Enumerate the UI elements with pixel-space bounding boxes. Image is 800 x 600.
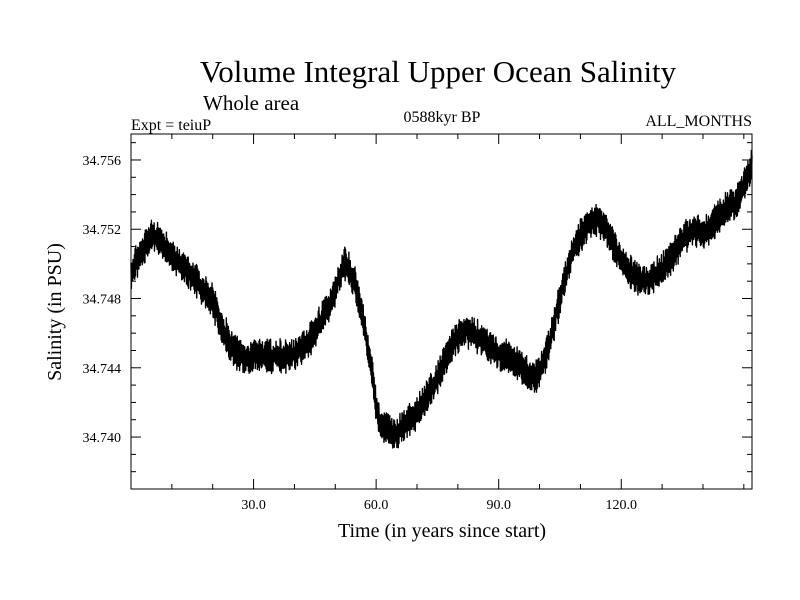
y-axis-label: Salinity (in PSU) (44, 243, 66, 381)
y-tick-label: 34.748 (83, 293, 122, 308)
chart-title: Volume Integral Upper Ocean Salinity (200, 54, 677, 89)
x-tick-label: 30.0 (241, 498, 266, 513)
axis-ticks: 30.0 60.0 90.0 120.0 34.740 34.744 34.748 34.75… (83, 134, 752, 513)
y-tick-label: 34.740 (83, 431, 122, 446)
x-tick-label: 60.0 (364, 498, 389, 513)
x-tick-label: 90.0 (486, 498, 511, 513)
y-tick-label: 34.744 (83, 362, 122, 377)
plot-frame (130, 133, 753, 490)
y-tick-label: 34.756 (83, 154, 122, 169)
series-layer (130, 149, 753, 449)
x-axis-label: Time (in years since start) (338, 520, 546, 542)
salinity-series-line (130, 149, 753, 449)
x-tick-label: 120.0 (606, 498, 638, 513)
period-label: 0588kyr BP (404, 109, 481, 126)
months-label: ALL_MONTHS (645, 113, 752, 130)
y-tick-label: 34.752 (83, 223, 122, 238)
experiment-label: Expt = teiuP (131, 117, 211, 134)
chart-subtitle: Whole area (203, 91, 300, 115)
